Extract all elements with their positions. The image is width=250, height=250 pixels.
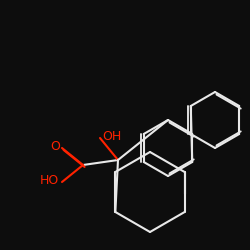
Text: O: O (50, 140, 60, 153)
Text: OH: OH (102, 130, 121, 142)
Text: HO: HO (40, 174, 59, 188)
